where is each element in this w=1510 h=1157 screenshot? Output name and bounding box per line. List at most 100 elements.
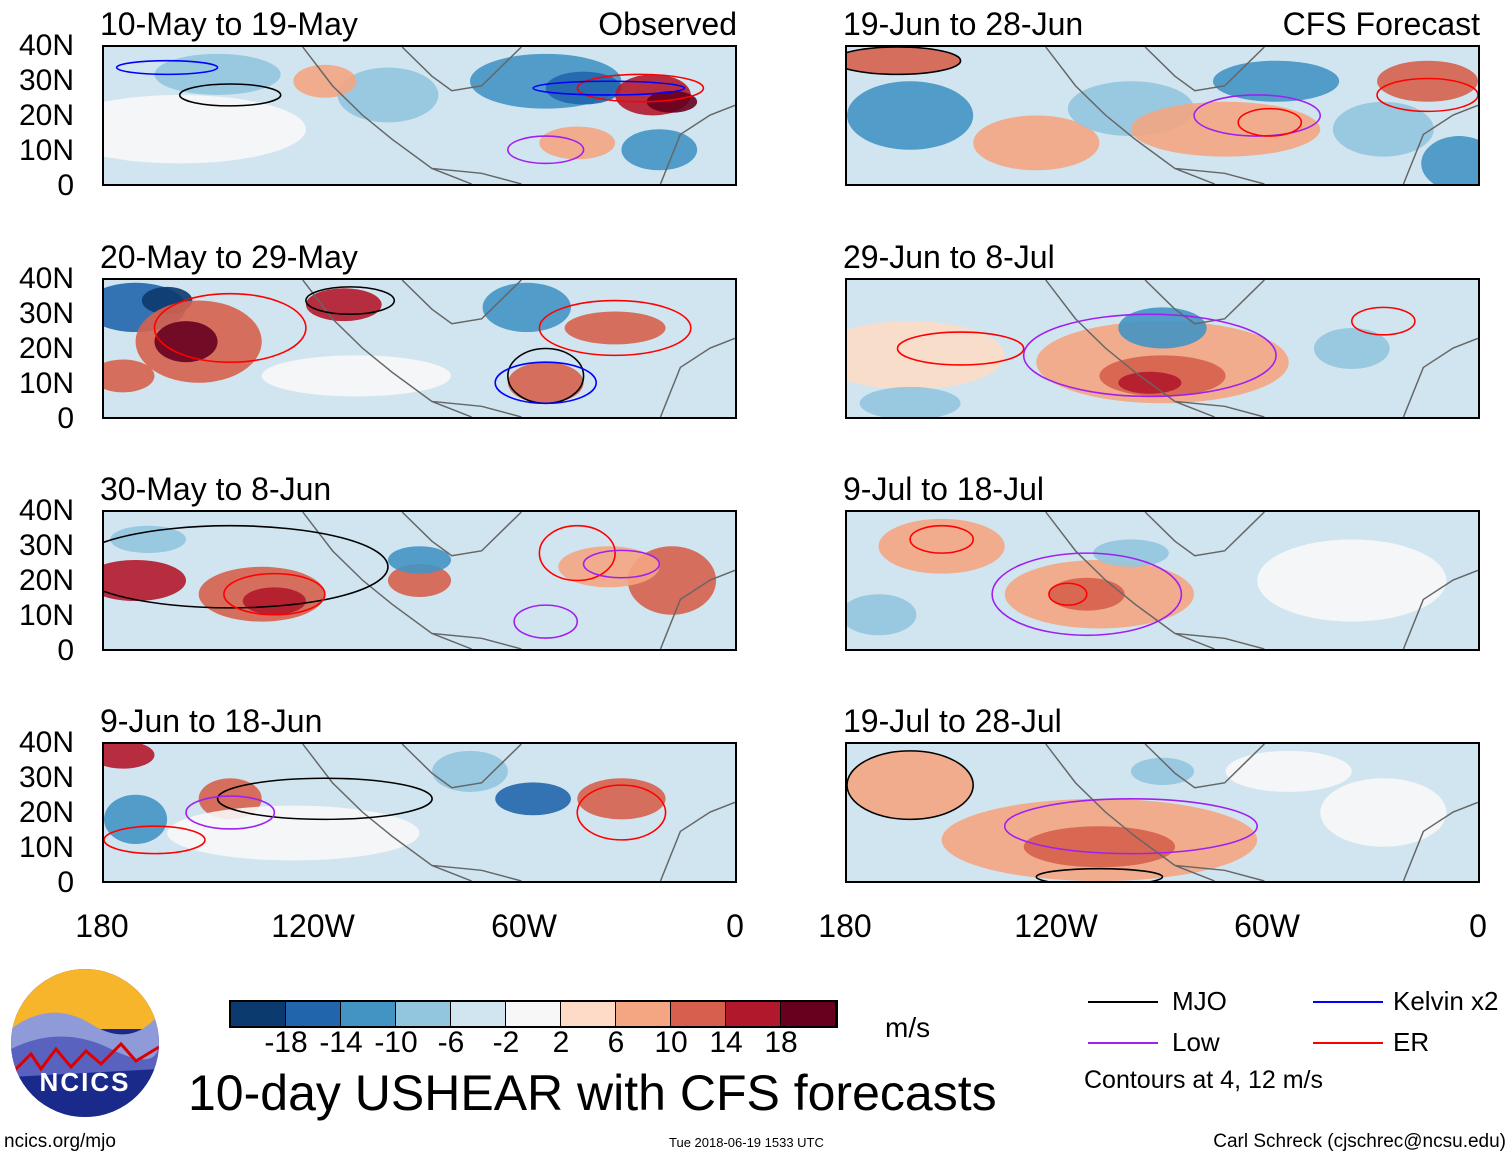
shear-anomaly-blob xyxy=(1023,826,1176,868)
colorbar-label: 10 xyxy=(654,1026,688,1059)
shear-anomaly-blob xyxy=(847,47,961,75)
colorbar-swatch xyxy=(671,1002,726,1026)
shear-anomaly-blob xyxy=(293,64,357,98)
wave-contour xyxy=(494,361,597,405)
shear-anomaly-blob xyxy=(154,321,218,363)
wave-contour xyxy=(223,572,326,616)
wave-contour xyxy=(185,795,276,830)
shear-anomaly-blob xyxy=(1313,327,1390,370)
lat-label: 20N xyxy=(18,332,74,365)
wave-contour xyxy=(582,549,661,579)
shear-anomaly-blob xyxy=(507,362,584,404)
lon-label: 60W xyxy=(1234,908,1300,944)
lat-label: 40N xyxy=(18,29,74,62)
wave-contour xyxy=(896,331,1025,366)
wave-contour xyxy=(153,292,307,363)
lat-label: 10N xyxy=(18,367,74,400)
lat-label: 30N xyxy=(18,64,74,97)
colorbar-label: 14 xyxy=(709,1026,743,1059)
shear-anomaly-blob xyxy=(545,71,622,105)
shear-anomaly-blob xyxy=(1130,101,1321,157)
shear-anomaly-blob xyxy=(432,750,508,792)
shear-anomaly-blob xyxy=(110,525,187,554)
shear-anomaly-blob xyxy=(847,594,917,636)
wave-contour xyxy=(513,604,579,639)
map-panel xyxy=(102,45,737,186)
wave-contour xyxy=(305,286,396,316)
shear-anomaly-blob xyxy=(305,288,382,322)
map-panel xyxy=(102,742,737,883)
figure-title: 10-day USHEAR with CFS forecasts xyxy=(188,1065,997,1121)
footer-timestamp: Tue 2018-06-19 1533 UTC xyxy=(669,1135,824,1150)
wave-contour xyxy=(1003,798,1258,855)
colorbar xyxy=(229,1000,838,1028)
shear-anomaly-blob xyxy=(1257,539,1447,622)
lat-label: 0 xyxy=(57,634,74,667)
wave-contour xyxy=(1035,867,1164,881)
colorbar-label: -18 xyxy=(264,1026,308,1059)
map-panel xyxy=(845,510,1480,651)
panel-title: 20-May to 29-May xyxy=(100,239,358,275)
wave-contour xyxy=(1376,77,1478,113)
wave-contour xyxy=(1022,313,1277,398)
shear-anomaly-blob xyxy=(104,94,306,164)
legend-label-low: Low xyxy=(1172,1027,1220,1057)
colorbar-swatch xyxy=(451,1002,506,1026)
coastline xyxy=(1045,280,1478,417)
shear-anomaly-blob xyxy=(495,782,571,816)
coastline xyxy=(302,512,735,649)
footer-author: Carl Schreck (cjschrec@ncsu.edu) xyxy=(1213,1131,1506,1152)
legend-label-kelvin: Kelvin x2 xyxy=(1393,986,1499,1016)
shear-anomaly-blob xyxy=(337,67,439,123)
lat-label: 20N xyxy=(18,796,74,829)
lat-label: 0 xyxy=(57,402,74,435)
panel-tag: CFS Forecast xyxy=(1282,6,1480,42)
shear-anomaly-blob xyxy=(859,386,961,417)
legend-line-low xyxy=(1088,1042,1158,1044)
colorbar-label: 6 xyxy=(607,1026,625,1059)
wave-contour xyxy=(576,73,705,103)
wave-contour xyxy=(532,80,686,96)
map-panel xyxy=(845,45,1480,186)
coastline xyxy=(1045,744,1478,881)
colorbar-swatch xyxy=(561,1002,616,1026)
shear-anomaly-blob xyxy=(1118,307,1207,349)
lat-label: 30N xyxy=(18,529,74,562)
panel-title: 9-Jul to 18-Jul xyxy=(843,471,1044,507)
lat-label: 30N xyxy=(18,297,74,330)
panel-title: 29-Jun to 8-Jul xyxy=(843,239,1055,275)
legend-line-er xyxy=(1313,1042,1383,1044)
colorbar-label: -2 xyxy=(492,1026,520,1059)
shear-anomaly-blob xyxy=(104,359,155,393)
footer-url[interactable]: ncics.org/mjo xyxy=(4,1131,116,1152)
wave-contour xyxy=(538,524,616,582)
shear-anomaly-blob xyxy=(482,282,571,333)
lon-label: 180 xyxy=(818,908,872,944)
shear-anomaly-blob xyxy=(878,518,1005,574)
shear-anomaly-blob xyxy=(847,750,974,820)
lat-label: 10N xyxy=(18,831,74,864)
lat-label: 0 xyxy=(57,169,74,202)
colorbar-label: -14 xyxy=(319,1026,363,1059)
wave-contour xyxy=(104,524,389,609)
colorbar-units: m/s xyxy=(885,1012,931,1043)
colorbar-label: 18 xyxy=(764,1026,798,1059)
lon-label: 60W xyxy=(491,908,557,944)
wave-contour xyxy=(576,784,667,841)
contour-note: Contours at 4, 12 m/s xyxy=(1084,1066,1324,1094)
colorbar-swatch xyxy=(781,1002,836,1026)
shear-anomaly-blob xyxy=(1320,778,1447,847)
shear-anomaly-blob xyxy=(104,744,155,769)
shear-anomaly-blob xyxy=(973,115,1100,171)
lon-label: 120W xyxy=(271,908,355,944)
shear-anomaly-blob xyxy=(1225,750,1352,792)
colorbar-swatch xyxy=(231,1002,286,1026)
legend-label-er: ER xyxy=(1393,1027,1430,1057)
panel-title: 30-May to 8-Jun xyxy=(100,471,332,507)
shear-anomaly-blob xyxy=(1377,60,1478,102)
colorbar-label: 2 xyxy=(552,1026,570,1059)
coastline xyxy=(302,744,735,881)
wave-contour xyxy=(1351,306,1416,336)
wave-contour xyxy=(1048,582,1088,606)
